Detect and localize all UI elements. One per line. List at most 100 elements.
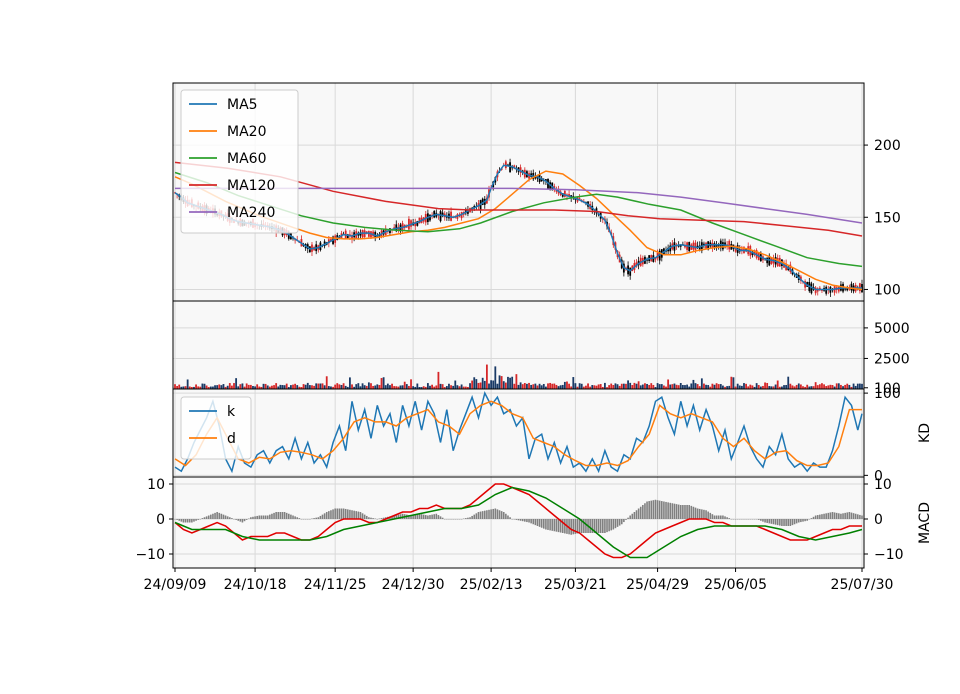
- volume-bar: [343, 383, 345, 389]
- macd-hist-bar: [720, 516, 722, 520]
- macd-hist-bar: [271, 514, 273, 519]
- macd-hist-bar: [339, 509, 341, 520]
- volume-bar: [490, 380, 492, 389]
- macd-hist-bar: [345, 509, 347, 519]
- macd-hist-bar: [703, 510, 705, 519]
- macd-hist-bar: [478, 512, 480, 519]
- volume-bar: [581, 384, 583, 389]
- volume-bar: [450, 385, 452, 389]
- volume-bar: [256, 384, 258, 389]
- volume-bar: [473, 377, 475, 389]
- macd-hist-bar: [330, 510, 332, 519]
- volume-bar: [364, 385, 366, 389]
- volume-bar: [711, 384, 713, 389]
- macd-hist-bar: [509, 517, 511, 519]
- macd-hist-bar: [543, 519, 545, 529]
- macd-hist-bar: [292, 516, 294, 520]
- volume-bar: [737, 384, 739, 389]
- macd-hist-bar: [433, 514, 435, 519]
- macd-hist-bar: [507, 516, 509, 520]
- kd-axis-label: KD: [917, 423, 933, 443]
- macd-hist-bar: [265, 516, 267, 520]
- macd-hist-bar: [324, 513, 326, 519]
- volume-bar: [336, 383, 338, 389]
- macd-hist-bar: [442, 518, 444, 519]
- macd-hist-bar: [678, 505, 680, 519]
- macd-hist-bar: [195, 519, 197, 521]
- volume-bar: [690, 383, 692, 389]
- volume-bar: [642, 385, 644, 389]
- macd-hist-bar: [800, 519, 802, 522]
- volume-bar: [427, 383, 429, 389]
- volume-bar: [379, 385, 381, 389]
- macd-hist-bar: [634, 512, 636, 519]
- volume-bar: [178, 385, 180, 389]
- macd-hist-bar: [804, 519, 806, 521]
- macd-hist-bar: [313, 518, 315, 519]
- volume-bar: [214, 385, 216, 389]
- macd-hist-bar: [221, 514, 223, 519]
- volume-bar: [505, 383, 507, 389]
- volume-bar: [503, 381, 505, 389]
- volume-bar: [752, 385, 754, 389]
- volume-bar: [553, 384, 555, 389]
- macd-hist-bar: [336, 509, 338, 520]
- macd-hist-bar: [655, 500, 657, 519]
- volume-bar: [539, 384, 541, 389]
- volume-bar: [707, 385, 709, 389]
- volume-bar: [204, 384, 206, 389]
- volume-bar: [829, 385, 831, 389]
- volume-bar: [406, 384, 408, 389]
- volume-bar: [682, 385, 684, 389]
- volume-bar: [292, 385, 294, 389]
- volume-bar: [480, 382, 482, 389]
- volume-bar: [416, 384, 418, 389]
- volume-bar: [785, 385, 787, 389]
- volume-bar: [684, 385, 686, 389]
- macd-hist-bar: [541, 519, 543, 528]
- volume-bar: [766, 383, 768, 389]
- macd-hist-bar: [806, 519, 808, 521]
- macd-hist-bar: [842, 513, 844, 519]
- volume-bar: [617, 384, 619, 389]
- macd-hist-bar: [589, 519, 591, 533]
- macd-hist-bar: [539, 519, 541, 527]
- macd-hist-bar: [718, 516, 720, 520]
- macd-hist-bar: [823, 514, 825, 519]
- volume-bar: [764, 382, 766, 389]
- volume-bar: [827, 385, 829, 389]
- macd-hist-bar: [353, 511, 355, 519]
- macd-hist-bar: [528, 519, 530, 523]
- candle-body: [564, 191, 566, 197]
- volume-bar: [400, 385, 402, 389]
- macd-hist-bar: [277, 512, 279, 519]
- volume-bar: [836, 383, 838, 389]
- macd-hist-bar: [631, 514, 633, 519]
- volume-bar: [206, 386, 208, 389]
- volume-bar: [368, 382, 370, 389]
- volume-bar: [286, 384, 288, 389]
- legend-label: k: [227, 404, 236, 420]
- macd-hist-bar: [604, 519, 606, 533]
- ytick-label: 100: [874, 282, 901, 298]
- volume-bar: [305, 385, 307, 389]
- volume-bar: [509, 378, 511, 389]
- macd-hist-bar: [815, 516, 817, 520]
- macd-hist-bar: [821, 514, 823, 519]
- macd-hist-bar: [240, 519, 242, 522]
- macd-hist-bar: [334, 509, 336, 520]
- macd-hist-bar: [370, 518, 372, 519]
- volume-bar: [438, 372, 440, 389]
- macd-hist-bar: [497, 509, 499, 519]
- candle-body: [408, 219, 410, 230]
- macd-hist-bar: [372, 518, 374, 519]
- volume-bar: [296, 385, 298, 389]
- macd-hist-bar: [189, 519, 191, 523]
- macd-hist-bar: [505, 514, 507, 519]
- macd-hist-bar: [697, 509, 699, 520]
- volume-bar: [574, 383, 576, 389]
- macd-hist-bar: [250, 517, 252, 519]
- volume-bar: [817, 385, 819, 389]
- legend-label: MA240: [227, 205, 275, 221]
